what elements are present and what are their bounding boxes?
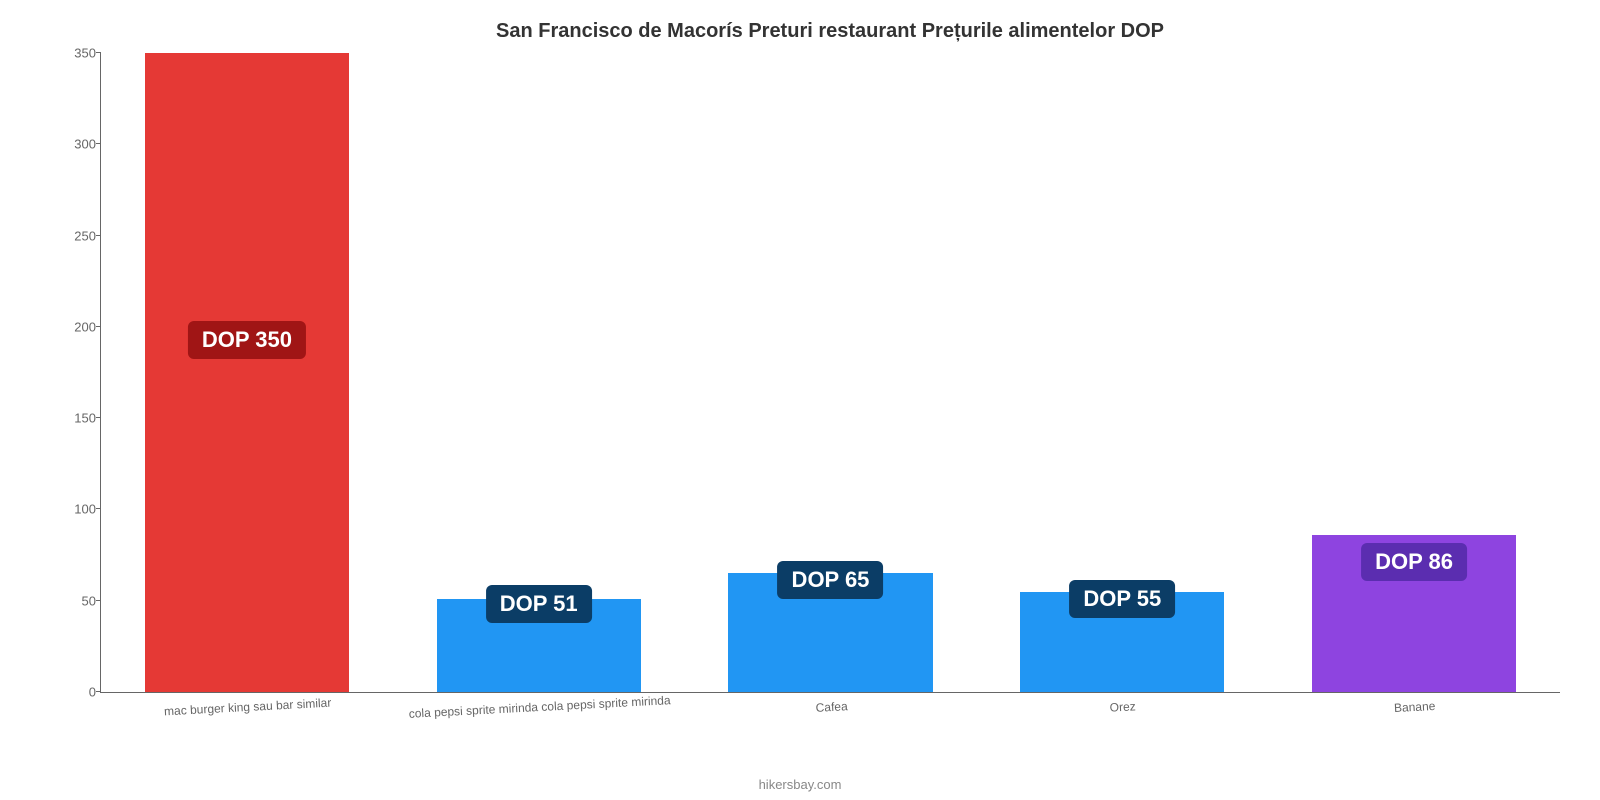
- bar-value-label: DOP 51: [486, 585, 592, 623]
- y-tick-label: 50: [51, 593, 96, 608]
- bar-value-label: DOP 55: [1069, 580, 1175, 618]
- bar-slot: DOP 65: [685, 53, 977, 692]
- bar-value-label: DOP 86: [1361, 543, 1467, 581]
- y-tick-mark: [96, 600, 101, 601]
- bar-value-label: DOP 65: [778, 561, 884, 599]
- y-tick-label: 200: [51, 319, 96, 334]
- bar: DOP 51: [437, 599, 641, 692]
- y-tick-mark: [96, 326, 101, 327]
- y-tick-label: 350: [51, 46, 96, 61]
- y-tick-mark: [96, 143, 101, 144]
- y-tick-label: 300: [51, 137, 96, 152]
- x-labels-container: mac burger king sau bar similarcola peps…: [101, 692, 1560, 714]
- y-tick-mark: [96, 417, 101, 418]
- bar-slot: DOP 55: [976, 53, 1268, 692]
- bar-value-label: DOP 350: [188, 321, 306, 359]
- y-tick-mark: [96, 508, 101, 509]
- y-tick-label: 100: [51, 502, 96, 517]
- y-tick-label: 150: [51, 411, 96, 426]
- y-tick-label: 250: [51, 228, 96, 243]
- y-tick-mark: [96, 691, 101, 692]
- source-text: hikersbay.com: [759, 777, 842, 792]
- bar: DOP 55: [1020, 592, 1224, 692]
- bar: DOP 350: [145, 53, 349, 692]
- chart-title: San Francisco de Macorís Preturi restaur…: [100, 20, 1560, 43]
- plot-area: DOP 350DOP 51DOP 65DOP 55DOP 86 mac burg…: [100, 53, 1560, 693]
- bar: DOP 86: [1312, 535, 1516, 692]
- bar-slot: DOP 51: [393, 53, 685, 692]
- bar: DOP 65: [728, 573, 932, 692]
- bar-slot: DOP 350: [101, 53, 393, 692]
- bar-slot: DOP 86: [1268, 53, 1560, 692]
- price-bar-chart: San Francisco de Macorís Preturi restaur…: [0, 0, 1600, 800]
- y-tick-mark: [96, 235, 101, 236]
- y-tick-mark: [96, 52, 101, 53]
- y-tick-label: 0: [51, 685, 96, 700]
- bars-container: DOP 350 DOP 51 DOP 65 DOP 55 DOP 86: [101, 53, 1560, 692]
